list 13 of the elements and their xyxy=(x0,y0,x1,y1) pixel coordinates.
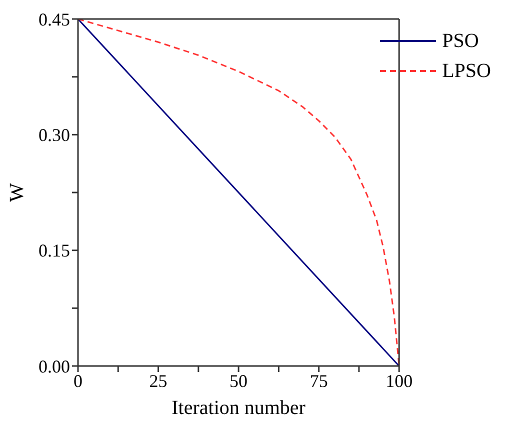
x-tick-label: 0 xyxy=(74,370,82,391)
y-tick-label: 0.45 xyxy=(38,9,70,30)
y-tick-label: 0.30 xyxy=(38,125,70,146)
legend-label: PSO xyxy=(442,30,479,52)
y-tick-label: 0.00 xyxy=(38,356,70,376)
x-axis-title: Iteration number xyxy=(172,397,306,419)
x-tick-label: 100 xyxy=(386,370,413,391)
x-tick-label: 75 xyxy=(310,370,328,391)
y-axis-title: W xyxy=(6,182,28,202)
x-tick-label: 25 xyxy=(149,370,168,391)
legend-label: LPSO xyxy=(442,60,491,82)
x-tick-label: 50 xyxy=(230,370,248,391)
y-tick-label: 0.15 xyxy=(38,240,70,261)
